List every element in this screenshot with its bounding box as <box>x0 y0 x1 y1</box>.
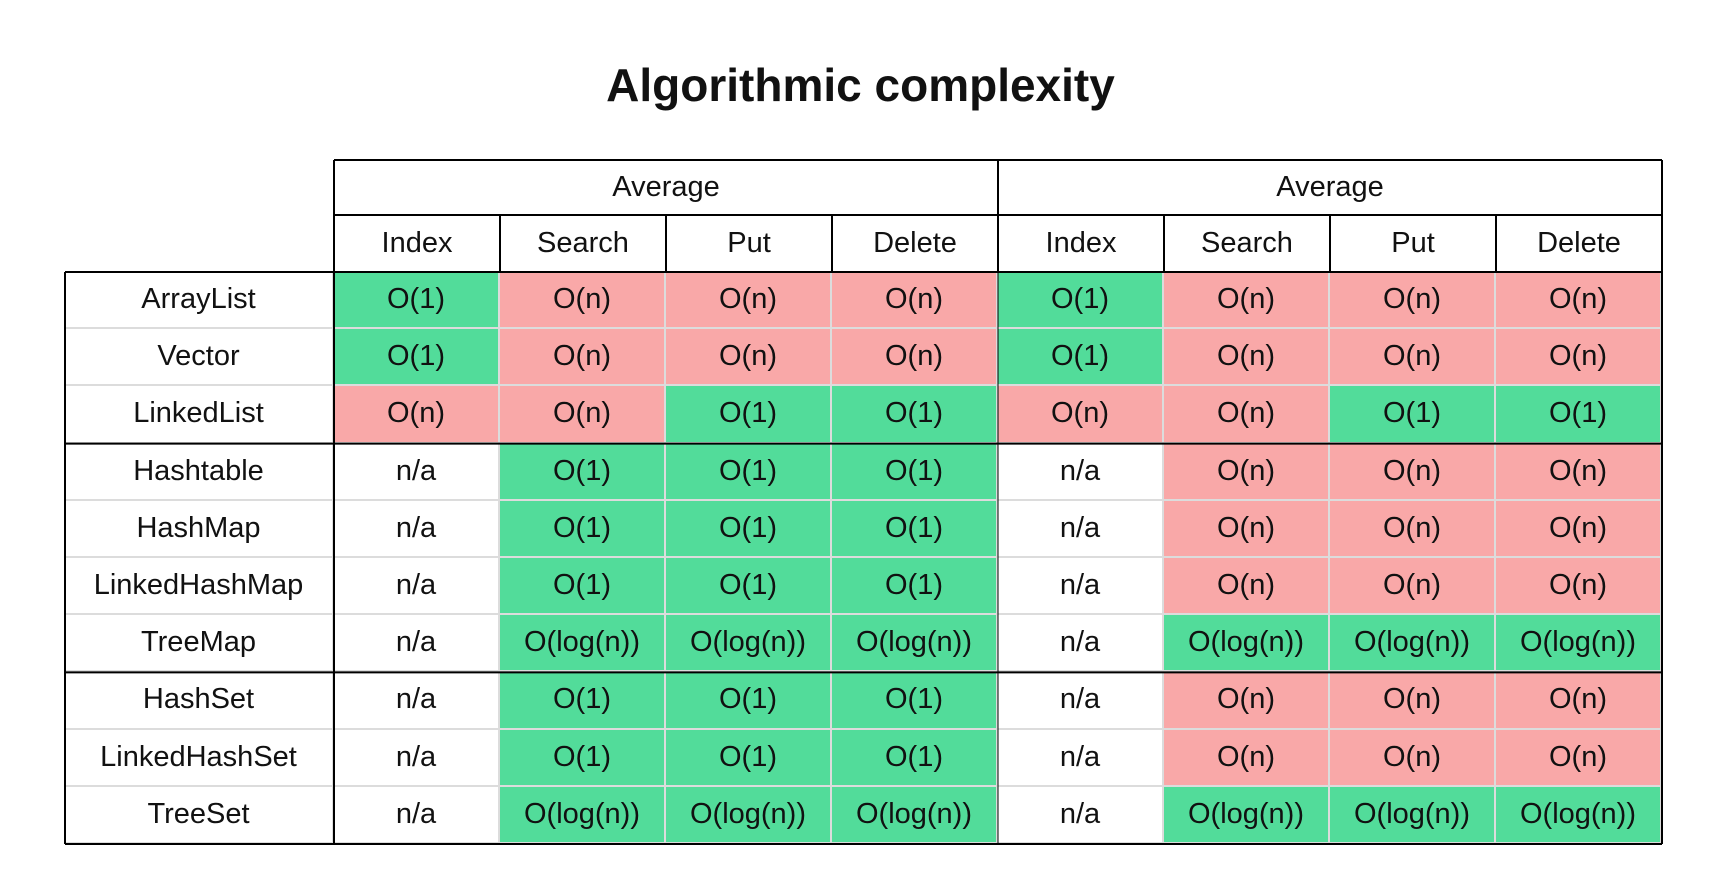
complexity-cell: O(n) <box>832 329 998 387</box>
row-label: LinkedHashSet <box>65 729 334 787</box>
complexity-cell: O(log(n)) <box>832 786 998 844</box>
complexity-cell: O(1) <box>1496 386 1662 444</box>
complexity-cell: O(n) <box>1164 500 1330 558</box>
complexity-cell: n/a <box>998 558 1164 616</box>
complexity-cell: O(n) <box>1496 672 1662 730</box>
title: Algorithmic complexity <box>606 59 1115 111</box>
complexity-cell: O(log(n)) <box>1164 786 1330 844</box>
complexity-cell: O(1) <box>666 672 832 730</box>
complexity-cell: O(1) <box>334 272 500 330</box>
complexity-cell: O(n) <box>998 386 1164 444</box>
complexity-cell: O(n) <box>666 329 832 387</box>
complexity-cell: O(1) <box>998 272 1164 330</box>
complexity-cell: O(n) <box>334 386 500 444</box>
complexity-cell: O(n) <box>500 272 666 330</box>
column-header: Index <box>1045 227 1117 259</box>
column-header: Index <box>381 227 453 259</box>
complexity-cell: O(n) <box>1330 729 1496 787</box>
row-label: Vector <box>65 329 334 387</box>
complexity-cell: n/a <box>334 786 500 844</box>
complexity-cell: n/a <box>334 615 500 673</box>
complexity-cell: O(1) <box>500 729 666 787</box>
complexity-cell: n/a <box>334 672 500 730</box>
group-header: Average <box>1276 171 1384 203</box>
column-header: Put <box>727 227 771 259</box>
complexity-cell: O(1) <box>832 558 998 616</box>
complexity-cell: O(n) <box>1330 329 1496 387</box>
complexity-cell: O(n) <box>1164 386 1330 444</box>
complexity-cell: O(1) <box>334 329 500 387</box>
complexity-cell: O(log(n)) <box>500 615 666 673</box>
column-header: Delete <box>873 227 957 259</box>
complexity-cell: O(1) <box>666 558 832 616</box>
complexity-cell: n/a <box>334 729 500 787</box>
complexity-cell: O(n) <box>1164 443 1330 501</box>
complexity-cell: O(log(n)) <box>832 615 998 673</box>
complexity-cell: n/a <box>998 500 1164 558</box>
complexity-cell: O(n) <box>1330 558 1496 616</box>
complexity-cell: O(1) <box>832 729 998 787</box>
complexity-cell: n/a <box>998 672 1164 730</box>
complexity-cell: n/a <box>998 786 1164 844</box>
complexity-cell: O(n) <box>1496 729 1662 787</box>
complexity-cell: O(n) <box>1496 558 1662 616</box>
complexity-cell: O(n) <box>500 386 666 444</box>
complexity-cell: O(n) <box>1496 272 1662 330</box>
complexity-cell: O(log(n)) <box>666 786 832 844</box>
complexity-cell: O(log(n)) <box>1330 786 1496 844</box>
complexity-cell: O(n) <box>1164 672 1330 730</box>
complexity-cell: O(1) <box>500 500 666 558</box>
complexity-cell: n/a <box>998 443 1164 501</box>
complexity-cell: O(1) <box>666 729 832 787</box>
complexity-cell: O(log(n)) <box>1496 786 1662 844</box>
complexity-cell: O(1) <box>832 386 998 444</box>
complexity-cell: O(1) <box>998 329 1164 387</box>
complexity-cell: O(n) <box>1164 329 1330 387</box>
complexity-cell: O(1) <box>500 672 666 730</box>
complexity-cell: O(1) <box>666 386 832 444</box>
complexity-cell: O(n) <box>1330 272 1496 330</box>
complexity-cell: O(n) <box>1164 558 1330 616</box>
column-header: Search <box>537 227 629 259</box>
complexity-cell: O(1) <box>666 443 832 501</box>
complexity-cell: O(1) <box>500 558 666 616</box>
group-header: Average <box>612 171 720 203</box>
complexity-cell: O(log(n)) <box>1496 615 1662 673</box>
complexity-cell: O(1) <box>666 500 832 558</box>
complexity-cell: O(n) <box>500 329 666 387</box>
complexity-cell: n/a <box>334 558 500 616</box>
column-header: Put <box>1391 227 1435 259</box>
column-header: Search <box>1201 227 1293 259</box>
complexity-cell: O(n) <box>1330 443 1496 501</box>
complexity-cell: O(n) <box>1330 500 1496 558</box>
column-header: Delete <box>1537 227 1621 259</box>
complexity-cell: O(n) <box>1330 672 1496 730</box>
complexity-cell: n/a <box>998 615 1164 673</box>
complexity-cell: O(n) <box>1496 500 1662 558</box>
complexity-cell: O(n) <box>832 272 998 330</box>
complexity-cell: O(1) <box>832 672 998 730</box>
complexity-cell: O(log(n)) <box>500 786 666 844</box>
row-label: TreeMap <box>65 615 334 673</box>
complexity-cell: O(1) <box>500 443 666 501</box>
complexity-cell: O(n) <box>666 272 832 330</box>
complexity-cell: O(n) <box>1164 729 1330 787</box>
complexity-cell: O(1) <box>1330 386 1496 444</box>
complexity-cell: O(log(n)) <box>1330 615 1496 673</box>
complexity-cell: O(n) <box>1164 272 1330 330</box>
complexity-cell: n/a <box>334 443 500 501</box>
complexity-cell: n/a <box>998 729 1164 787</box>
complexity-cell: O(1) <box>832 443 998 501</box>
row-label: Hashtable <box>65 443 334 501</box>
complexity-cell: O(1) <box>832 500 998 558</box>
complexity-cell: O(log(n)) <box>666 615 832 673</box>
complexity-cell: O(n) <box>1496 443 1662 501</box>
complexity-cell: O(log(n)) <box>1164 615 1330 673</box>
complexity-cell: n/a <box>334 500 500 558</box>
